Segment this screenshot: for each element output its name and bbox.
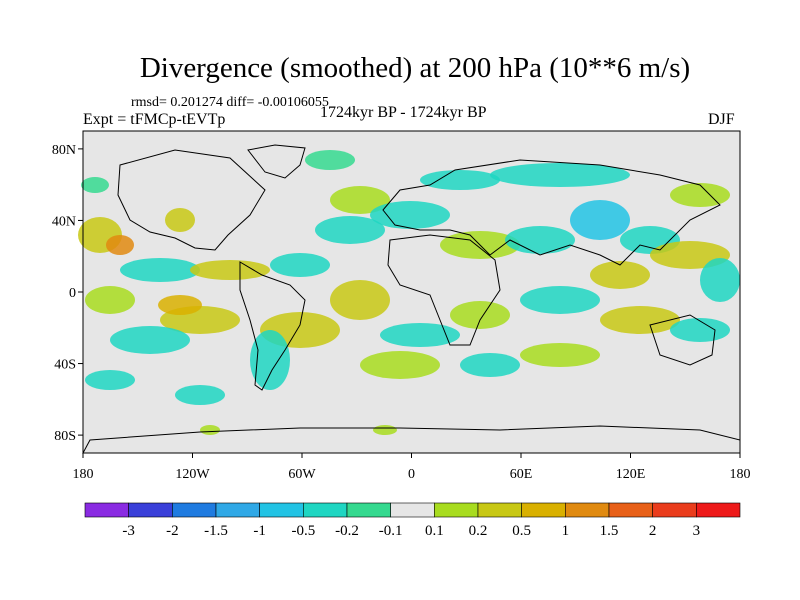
field-contour — [158, 295, 202, 315]
colorbar-swatch — [172, 502, 217, 518]
field-contour — [330, 280, 390, 320]
field-contour — [670, 183, 730, 207]
colorbar-swatch — [565, 502, 610, 518]
season-label: DJF — [708, 111, 735, 128]
field-contour — [373, 425, 397, 435]
field-contour — [200, 425, 220, 435]
field-contour — [420, 170, 500, 190]
lat-tick-label: 80N — [52, 143, 76, 158]
longitude-axis: 180 120W 60W 0 60E 120E 180 — [73, 453, 751, 482]
coastline — [382, 159, 721, 266]
colorbar-swatch — [84, 502, 129, 518]
field-contour — [450, 301, 510, 329]
colorbar-swatch — [215, 502, 260, 518]
colorbar-swatch — [346, 502, 391, 518]
lon-tick-label: 120W — [175, 467, 210, 482]
field-contour — [330, 186, 390, 214]
colorbar-label: -0.5 — [291, 523, 315, 539]
colorbar-swatch — [521, 502, 566, 518]
colorbar-label: 0.5 — [512, 523, 531, 539]
colorbar: -3 -2 -1.5 -1 -0.5 -0.2 -0.1 0.1 0.2 0.5 1 1.5 2 3 — [84, 502, 741, 539]
field-contour — [305, 150, 355, 170]
field-contour — [190, 260, 270, 280]
field-contour — [460, 353, 520, 377]
colorbar-label: 1.5 — [600, 523, 619, 539]
rmsd-stats: rmsd= 0.201274 diff= -0.00106055 — [131, 95, 329, 110]
field-contour — [175, 385, 225, 405]
coastline — [387, 234, 501, 346]
coastline — [247, 144, 306, 179]
colorbar-label: 1 — [562, 523, 570, 539]
colorbar-label: -0.1 — [379, 523, 403, 539]
lon-tick-label: 60E — [510, 467, 533, 482]
divergence-field — [78, 131, 740, 453]
field-contour — [250, 330, 290, 390]
colorbar-swatch — [259, 502, 304, 518]
field-contour — [600, 306, 680, 334]
lon-tick-label: 180 — [730, 467, 751, 482]
colorbar-label: -2 — [166, 523, 179, 539]
coastline — [117, 149, 266, 251]
colorbar-label: 0.2 — [469, 523, 488, 539]
field-contour — [490, 163, 630, 187]
colorbar-label: 2 — [649, 523, 657, 539]
coastline — [239, 261, 306, 391]
field-contour — [670, 318, 730, 342]
lat-tick-label: 40N — [52, 214, 76, 229]
colorbar-label: -0.2 — [335, 523, 359, 539]
field-contour — [520, 286, 600, 314]
colorbar-swatch — [696, 502, 741, 518]
lat-tick-label: 80S — [54, 429, 76, 444]
field-contour — [81, 177, 109, 193]
field-contour — [570, 200, 630, 240]
colorbar-swatch — [390, 502, 435, 518]
coastline — [649, 314, 716, 366]
field-contour — [360, 351, 440, 379]
colorbar-swatch — [128, 502, 173, 518]
field-contour — [505, 226, 575, 254]
lon-tick-label: 180 — [73, 467, 94, 482]
colorbar-swatch — [303, 502, 348, 518]
field-contour — [120, 258, 200, 282]
field-contour — [106, 235, 134, 255]
lat-tick-label: 40S — [54, 358, 76, 373]
colorbar-swatch — [652, 502, 697, 518]
map-background — [83, 131, 740, 453]
lon-tick-label: 0 — [408, 467, 415, 482]
field-contour — [520, 343, 600, 367]
field-contour — [315, 216, 385, 244]
experiment-label: Expt = tFMCp-tEVTp — [83, 111, 226, 128]
colorbar-swatch — [434, 502, 479, 518]
plot-title: Divergence (smoothed) at 200 hPa (10**6 … — [139, 52, 691, 84]
colorbar-label: 3 — [693, 523, 701, 539]
colorbar-swatch — [477, 502, 522, 518]
lon-tick-label: 120E — [616, 467, 646, 482]
lon-tick-label: 60W — [288, 467, 316, 482]
colorbar-label: -1.5 — [204, 523, 228, 539]
field-contour — [85, 370, 135, 390]
field-contour — [85, 286, 135, 314]
lat-tick-label: 0 — [69, 286, 76, 301]
field-contour — [370, 201, 450, 229]
colorbar-swatch — [608, 502, 653, 518]
field-contour — [110, 326, 190, 354]
field-contour — [380, 323, 460, 347]
colorbar-label: 0.1 — [425, 523, 444, 539]
field-contour — [165, 208, 195, 232]
field-contour — [270, 253, 330, 277]
period-label: 1724kyr BP - 1724kyr BP — [320, 104, 487, 121]
latitude-axis: 80N 40N 0 40S 80S — [52, 143, 83, 444]
colorbar-label: -1 — [253, 523, 266, 539]
field-contour — [590, 261, 650, 289]
colorbar-label: -3 — [122, 523, 135, 539]
field-contour — [700, 258, 740, 302]
